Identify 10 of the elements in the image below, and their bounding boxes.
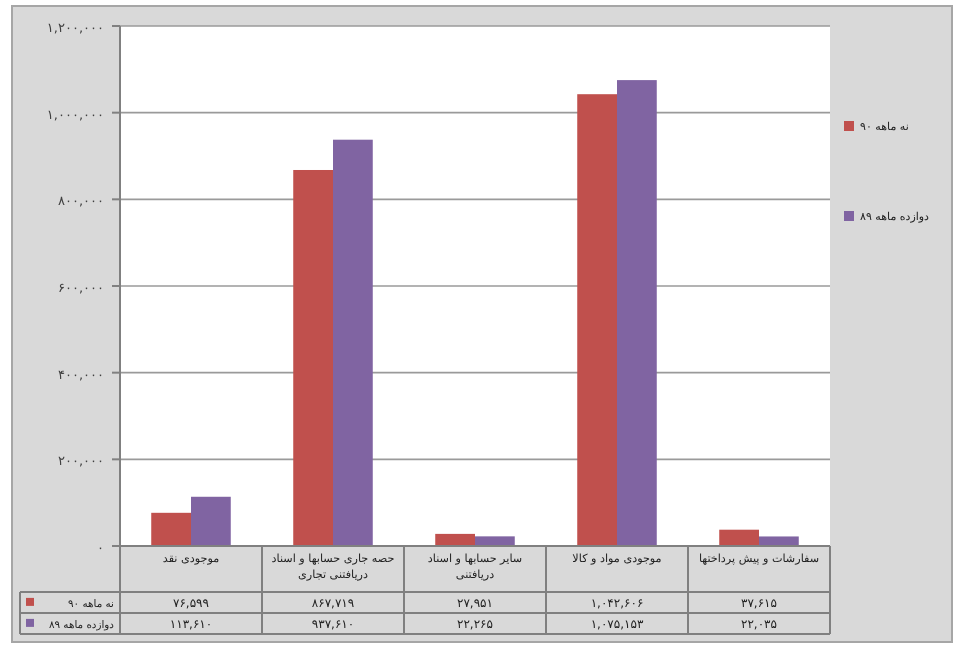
bar xyxy=(435,533,475,546)
bar xyxy=(759,536,799,546)
bar xyxy=(475,536,515,546)
bar xyxy=(617,80,657,546)
bar xyxy=(719,529,759,546)
bar xyxy=(293,169,333,546)
bar xyxy=(333,139,373,546)
bar xyxy=(577,94,617,546)
bar xyxy=(151,512,191,546)
bar xyxy=(191,496,231,546)
